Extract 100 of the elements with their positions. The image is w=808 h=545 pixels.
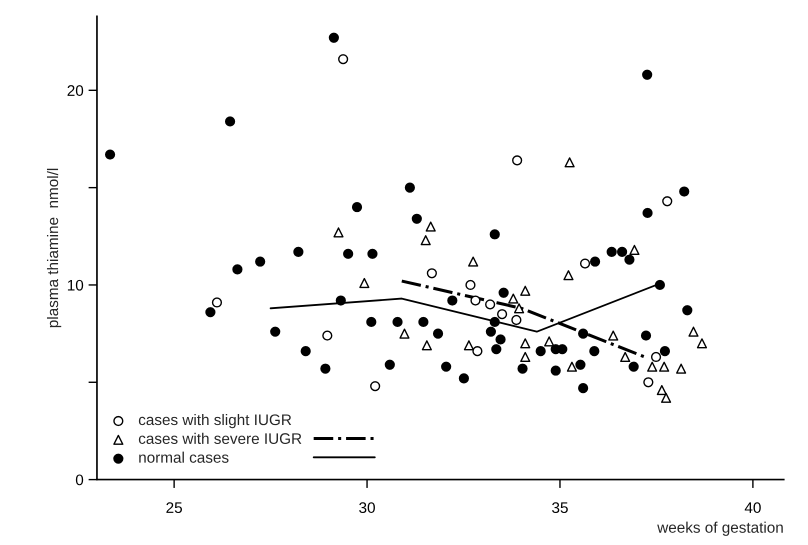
point xyxy=(520,286,530,296)
point xyxy=(255,256,266,267)
point xyxy=(320,364,330,374)
point xyxy=(412,214,422,224)
point xyxy=(580,258,590,269)
y-tick-label: 20 xyxy=(68,85,84,96)
point xyxy=(564,157,575,168)
point xyxy=(589,346,600,356)
point xyxy=(650,352,662,362)
point xyxy=(620,352,630,362)
point xyxy=(490,316,500,328)
point xyxy=(404,182,415,193)
point xyxy=(420,235,431,246)
x-tick-label: 35 xyxy=(552,502,568,514)
point xyxy=(426,221,436,232)
point xyxy=(336,295,346,306)
point xyxy=(642,70,652,80)
y-tick-label: 0 xyxy=(76,474,84,486)
x-tick-label: 30 xyxy=(359,502,375,514)
point xyxy=(472,346,482,356)
point xyxy=(520,338,530,348)
point xyxy=(485,299,496,310)
point xyxy=(659,362,670,372)
point xyxy=(212,297,222,308)
point xyxy=(660,346,670,356)
point xyxy=(617,246,628,257)
point xyxy=(514,303,524,314)
point xyxy=(270,326,280,337)
point xyxy=(370,381,380,392)
point xyxy=(544,336,554,346)
point xyxy=(465,280,476,290)
point xyxy=(517,364,528,374)
point xyxy=(643,377,654,388)
point xyxy=(205,307,216,318)
point xyxy=(590,256,600,267)
point xyxy=(563,270,574,280)
point xyxy=(682,305,692,316)
point xyxy=(578,328,588,339)
point xyxy=(508,293,518,304)
point xyxy=(232,264,242,274)
x-tick-label: 40 xyxy=(744,502,761,514)
point xyxy=(322,330,332,341)
point xyxy=(333,227,344,238)
point xyxy=(575,360,586,370)
point xyxy=(628,362,639,372)
point xyxy=(328,32,339,43)
point xyxy=(352,202,362,212)
point xyxy=(426,268,437,278)
point xyxy=(642,208,653,218)
point xyxy=(647,362,658,372)
point xyxy=(399,328,410,339)
point xyxy=(104,149,116,160)
point xyxy=(470,295,481,306)
point xyxy=(536,346,546,356)
point xyxy=(367,248,378,259)
point xyxy=(338,54,348,64)
point xyxy=(660,392,672,403)
point xyxy=(343,248,354,259)
legend-label: cases with severe IUGR xyxy=(138,432,302,444)
point xyxy=(486,326,496,337)
point xyxy=(511,314,522,326)
point xyxy=(662,196,672,206)
point xyxy=(578,383,588,394)
point xyxy=(520,352,530,362)
point xyxy=(468,256,478,267)
point xyxy=(640,330,652,341)
point xyxy=(654,280,665,290)
point xyxy=(432,328,444,339)
point xyxy=(464,340,474,350)
point xyxy=(676,364,686,374)
point xyxy=(224,116,236,127)
point xyxy=(384,360,395,370)
point xyxy=(441,362,452,372)
point xyxy=(498,288,509,298)
point xyxy=(566,362,578,372)
x-tick-label: 25 xyxy=(166,502,182,514)
point xyxy=(497,309,508,320)
point xyxy=(458,373,469,384)
point xyxy=(629,244,640,256)
point xyxy=(491,344,502,354)
legend-label: cases with slight IUGR xyxy=(138,414,292,428)
point xyxy=(300,346,311,356)
point xyxy=(608,330,618,341)
point xyxy=(679,186,690,197)
point xyxy=(447,295,458,306)
point xyxy=(624,254,635,265)
x-axis-title: weeks of gestation xyxy=(657,522,783,536)
point xyxy=(490,229,500,240)
point xyxy=(418,316,428,328)
y-axis-title: plasma thiamine nmol/l xyxy=(46,168,62,328)
point xyxy=(606,246,617,257)
point xyxy=(366,316,376,328)
point xyxy=(422,340,432,350)
point xyxy=(293,246,304,257)
y-tick-label: 10 xyxy=(68,280,84,291)
point xyxy=(550,366,561,376)
point xyxy=(688,326,699,337)
point xyxy=(495,334,506,345)
point xyxy=(512,155,522,166)
point xyxy=(696,338,708,348)
